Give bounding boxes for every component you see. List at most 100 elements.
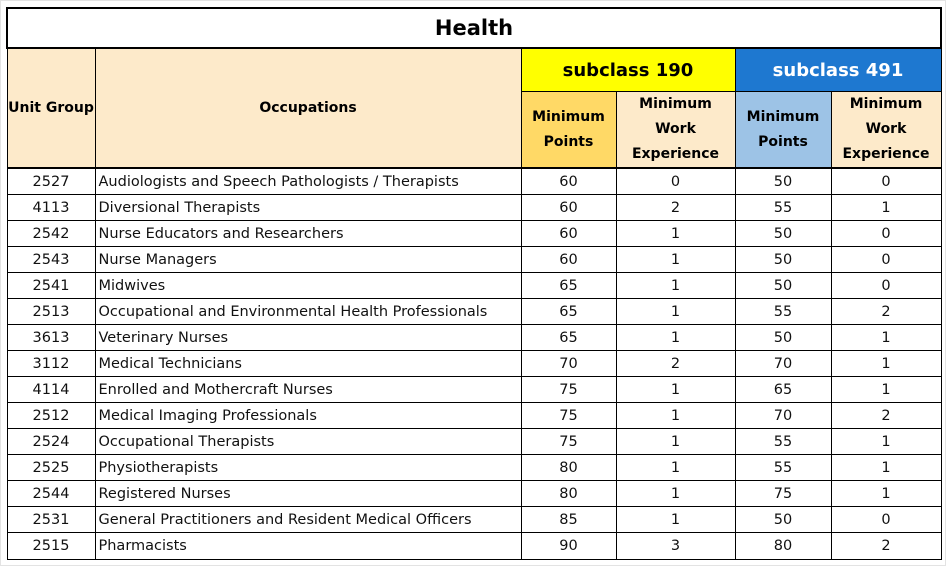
min-work-190-cell[interactable]: 1: [615, 402, 736, 429]
unit-group-header[interactable]: Unit Group: [6, 47, 96, 169]
min-work-190-cell[interactable]: 2: [615, 350, 736, 377]
occupation-cell[interactable]: General Practitioners and Resident Medic…: [94, 506, 522, 533]
min-points-190-cell[interactable]: 70: [520, 350, 617, 377]
unit-group-cell[interactable]: 2513: [6, 298, 96, 325]
min-work-491-cell[interactable]: 1: [830, 194, 942, 221]
subclass-491-header[interactable]: subclass 491: [734, 47, 942, 92]
occupation-cell[interactable]: Occupational Therapists: [94, 428, 522, 455]
min-work-491-cell[interactable]: 1: [830, 454, 942, 481]
min-points-190-cell[interactable]: 90: [520, 532, 617, 560]
unit-group-cell[interactable]: 3613: [6, 324, 96, 351]
subclass-190-header[interactable]: subclass 190: [520, 47, 736, 92]
occupation-cell[interactable]: Registered Nurses: [94, 480, 522, 507]
occupation-cell[interactable]: Pharmacists: [94, 532, 522, 560]
min-work-190-cell[interactable]: 3: [615, 532, 736, 560]
min-work-190-cell[interactable]: 1: [615, 272, 736, 299]
min-work-491-cell[interactable]: 1: [830, 428, 942, 455]
min-points-190-cell[interactable]: 80: [520, 454, 617, 481]
min-points-190-cell[interactable]: 80: [520, 480, 617, 507]
min-work-491-cell[interactable]: 0: [830, 220, 942, 247]
min-points-190-cell[interactable]: 60: [520, 194, 617, 221]
occupation-cell[interactable]: Midwives: [94, 272, 522, 299]
occupation-cell[interactable]: Nurse Managers: [94, 246, 522, 273]
unit-group-cell[interactable]: 2525: [6, 454, 96, 481]
min-points-190-header[interactable]: Minimum Points: [520, 91, 617, 169]
min-work-491-cell[interactable]: 1: [830, 350, 942, 377]
min-work-190-cell[interactable]: 1: [615, 246, 736, 273]
min-work-491-cell[interactable]: 2: [830, 298, 942, 325]
min-points-190-cell[interactable]: 60: [520, 246, 617, 273]
min-work-190-cell[interactable]: 1: [615, 454, 736, 481]
unit-group-cell[interactable]: 2544: [6, 480, 96, 507]
occupation-cell[interactable]: Veterinary Nurses: [94, 324, 522, 351]
unit-group-cell[interactable]: 2542: [6, 220, 96, 247]
min-points-190-cell[interactable]: 65: [520, 324, 617, 351]
table-title[interactable]: Health: [5, 7, 943, 49]
min-work-491-cell[interactable]: 0: [830, 506, 942, 533]
unit-group-cell[interactable]: 2543: [6, 246, 96, 273]
min-work-190-cell[interactable]: 1: [615, 480, 736, 507]
unit-group-cell[interactable]: 4114: [6, 376, 96, 403]
occupation-cell[interactable]: Enrolled and Mothercraft Nurses: [94, 376, 522, 403]
min-work-491-cell[interactable]: 0: [830, 272, 942, 299]
unit-group-cell[interactable]: 2515: [6, 532, 96, 560]
min-points-491-cell[interactable]: 70: [734, 350, 832, 377]
table-row: 3613 Veterinary Nurses 65 1 50 1: [6, 324, 942, 351]
unit-group-cell[interactable]: 2527: [6, 167, 96, 195]
min-work-190-cell[interactable]: 1: [615, 428, 736, 455]
occupation-cell[interactable]: Medical Imaging Professionals: [94, 402, 522, 429]
min-points-491-header[interactable]: Minimum Points: [734, 91, 832, 169]
min-points-491-cell[interactable]: 80: [734, 532, 832, 560]
occupation-cell[interactable]: Medical Technicians: [94, 350, 522, 377]
min-points-491-cell[interactable]: 70: [734, 402, 832, 429]
min-points-491-cell[interactable]: 55: [734, 454, 832, 481]
unit-group-cell[interactable]: 2512: [6, 402, 96, 429]
min-work-190-cell[interactable]: 1: [615, 220, 736, 247]
min-points-190-cell[interactable]: 75: [520, 428, 617, 455]
occupation-cell[interactable]: Diversional Therapists: [94, 194, 522, 221]
min-work-491-cell[interactable]: 0: [830, 167, 942, 195]
min-points-491-cell[interactable]: 75: [734, 480, 832, 507]
min-points-491-cell[interactable]: 55: [734, 194, 832, 221]
min-points-491-cell[interactable]: 55: [734, 298, 832, 325]
min-work-491-cell[interactable]: 2: [830, 532, 942, 560]
min-points-491-cell[interactable]: 50: [734, 246, 832, 273]
min-points-190-cell[interactable]: 65: [520, 272, 617, 299]
occupation-cell[interactable]: Physiotherapists: [94, 454, 522, 481]
min-work-491-cell[interactable]: 2: [830, 402, 942, 429]
min-points-491-cell[interactable]: 55: [734, 428, 832, 455]
occupation-cell[interactable]: Audiologists and Speech Pathologists / T…: [94, 167, 522, 195]
occupation-cell[interactable]: Nurse Educators and Researchers: [94, 220, 522, 247]
min-points-190-cell[interactable]: 75: [520, 376, 617, 403]
min-points-491-cell[interactable]: 50: [734, 272, 832, 299]
min-points-491-cell[interactable]: 50: [734, 167, 832, 195]
occupations-header[interactable]: Occupations: [94, 47, 522, 169]
min-work-491-cell[interactable]: 0: [830, 246, 942, 273]
min-work-190-cell[interactable]: 1: [615, 376, 736, 403]
min-points-190-cell[interactable]: 65: [520, 298, 617, 325]
unit-group-cell[interactable]: 2531: [6, 506, 96, 533]
min-points-190-cell[interactable]: 60: [520, 167, 617, 195]
unit-group-cell[interactable]: 2524: [6, 428, 96, 455]
min-work-190-header[interactable]: Minimum Work Experience: [615, 91, 736, 169]
min-work-190-cell[interactable]: 1: [615, 506, 736, 533]
min-work-190-cell[interactable]: 1: [615, 324, 736, 351]
min-work-491-cell[interactable]: 1: [830, 324, 942, 351]
min-work-190-cell[interactable]: 2: [615, 194, 736, 221]
min-points-491-cell[interactable]: 50: [734, 506, 832, 533]
min-work-491-cell[interactable]: 1: [830, 480, 942, 507]
min-points-491-cell[interactable]: 50: [734, 220, 832, 247]
min-work-190-cell[interactable]: 1: [615, 298, 736, 325]
unit-group-cell[interactable]: 3112: [6, 350, 96, 377]
unit-group-cell[interactable]: 4113: [6, 194, 96, 221]
min-work-491-header[interactable]: Minimum Work Experience: [830, 91, 942, 169]
min-points-491-cell[interactable]: 50: [734, 324, 832, 351]
min-points-190-cell[interactable]: 60: [520, 220, 617, 247]
min-work-190-cell[interactable]: 0: [615, 167, 736, 195]
min-points-190-cell[interactable]: 85: [520, 506, 617, 533]
occupation-cell[interactable]: Occupational and Environmental Health Pr…: [94, 298, 522, 325]
unit-group-cell[interactable]: 2541: [6, 272, 96, 299]
min-work-491-cell[interactable]: 1: [830, 376, 942, 403]
min-points-190-cell[interactable]: 75: [520, 402, 617, 429]
min-points-491-cell[interactable]: 65: [734, 376, 832, 403]
